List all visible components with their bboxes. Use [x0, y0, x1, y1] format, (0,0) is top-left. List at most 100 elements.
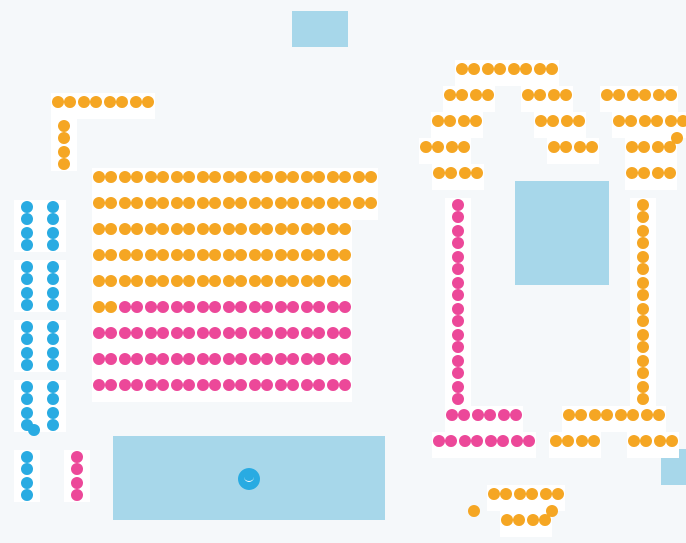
seat-dot[interactable] — [523, 435, 535, 447]
seat-dot[interactable] — [313, 275, 325, 287]
seat-dot[interactable] — [157, 301, 169, 313]
seat-dot[interactable] — [21, 239, 33, 251]
seat-dot[interactable] — [575, 409, 587, 421]
seat-dot[interactable] — [339, 327, 351, 339]
seat-dot[interactable] — [637, 315, 649, 327]
seat-dot[interactable] — [445, 167, 457, 179]
seat-dot[interactable] — [526, 488, 538, 500]
seat-dot[interactable] — [513, 514, 525, 526]
seat-dot[interactable] — [183, 275, 195, 287]
seat-dot[interactable] — [157, 249, 169, 261]
seat-dot[interactable] — [261, 275, 273, 287]
seat-dot[interactable] — [546, 505, 558, 517]
seat-dot[interactable] — [547, 115, 559, 127]
seat-dot[interactable] — [637, 263, 649, 275]
seat-dot[interactable] — [637, 289, 649, 301]
seat-dot[interactable] — [21, 213, 33, 225]
seat-dot[interactable] — [573, 115, 585, 127]
seat-dot[interactable] — [209, 379, 221, 391]
seat-dot[interactable] — [365, 197, 377, 209]
seat-dot[interactable] — [131, 171, 143, 183]
seat-dot[interactable] — [339, 171, 351, 183]
seat-dot[interactable] — [261, 379, 273, 391]
seat-dot[interactable] — [637, 237, 649, 249]
seat-dot[interactable] — [261, 171, 273, 183]
seat-dot[interactable] — [157, 197, 169, 209]
seat-dot[interactable] — [520, 63, 532, 75]
seat-dot[interactable] — [261, 249, 273, 261]
seat-dot[interactable] — [313, 379, 325, 391]
seat-dot[interactable] — [131, 353, 143, 365]
seat-dot[interactable] — [209, 223, 221, 235]
seat-dot[interactable] — [671, 132, 683, 144]
seat-dot[interactable] — [64, 96, 76, 108]
seat-dot[interactable] — [637, 341, 649, 353]
seat-dot[interactable] — [157, 327, 169, 339]
seat-dot[interactable] — [287, 249, 299, 261]
seat-dot[interactable] — [452, 211, 464, 223]
seat-dot[interactable] — [183, 379, 195, 391]
seat-dot[interactable] — [47, 393, 59, 405]
seat-dot[interactable] — [458, 409, 470, 421]
seat-dot[interactable] — [637, 367, 649, 379]
seat-dot[interactable] — [468, 63, 480, 75]
seat-dot[interactable] — [47, 359, 59, 371]
seat-dot[interactable] — [157, 171, 169, 183]
seat-dot[interactable] — [261, 223, 273, 235]
seat-dot[interactable] — [339, 275, 351, 287]
seat-dot[interactable] — [313, 249, 325, 261]
seat-dot[interactable] — [235, 249, 247, 261]
seat-dot[interactable] — [625, 115, 637, 127]
seat-dot[interactable] — [458, 141, 470, 153]
seat-dot[interactable] — [471, 435, 483, 447]
seat-dot[interactable] — [131, 223, 143, 235]
seat-dot[interactable] — [588, 435, 600, 447]
seat-dot[interactable] — [90, 96, 102, 108]
seat-dot[interactable] — [235, 171, 247, 183]
seat-dot[interactable] — [105, 249, 117, 261]
seat-dot[interactable] — [452, 237, 464, 249]
seat-dot[interactable] — [640, 435, 652, 447]
seat-dot[interactable] — [21, 463, 33, 475]
seat-dot[interactable] — [105, 275, 117, 287]
seat-dot[interactable] — [105, 327, 117, 339]
seat-dot[interactable] — [666, 435, 678, 447]
seat-dot[interactable] — [21, 273, 33, 285]
seat-dot[interactable] — [21, 489, 33, 501]
seat-dot[interactable] — [21, 299, 33, 311]
seat-dot[interactable] — [105, 301, 117, 313]
seat-dot[interactable] — [235, 379, 247, 391]
seat-dot[interactable] — [456, 89, 468, 101]
seat-dot[interactable] — [313, 223, 325, 235]
seat-dot[interactable] — [494, 63, 506, 75]
seat-dot[interactable] — [287, 301, 299, 313]
seat-dot[interactable] — [47, 273, 59, 285]
seat-dot[interactable] — [183, 171, 195, 183]
seat-dot[interactable] — [142, 96, 154, 108]
seat-dot[interactable] — [105, 223, 117, 235]
seat-dot[interactable] — [209, 275, 221, 287]
seat-dot[interactable] — [613, 89, 625, 101]
seat-dot[interactable] — [235, 301, 247, 313]
seat-dot[interactable] — [432, 141, 444, 153]
seat-dot[interactable] — [261, 353, 273, 365]
seat-dot[interactable] — [552, 488, 564, 500]
seat-dot[interactable] — [445, 435, 457, 447]
seat-dot[interactable] — [313, 353, 325, 365]
seat-dot[interactable] — [183, 353, 195, 365]
seat-dot[interactable] — [664, 167, 676, 179]
seat-dot[interactable] — [637, 393, 649, 405]
seat-dot[interactable] — [665, 89, 677, 101]
seat-dot[interactable] — [47, 239, 59, 251]
seat-dot[interactable] — [235, 327, 247, 339]
seat-dot[interactable] — [131, 301, 143, 313]
seat-dot[interactable] — [105, 171, 117, 183]
seat-dot[interactable] — [651, 115, 663, 127]
seat-dot[interactable] — [452, 263, 464, 275]
seat-dot[interactable] — [287, 327, 299, 339]
seat-dot[interactable] — [468, 505, 480, 517]
seat-dot[interactable] — [653, 409, 665, 421]
seat-dot[interactable] — [131, 197, 143, 209]
seat-dot[interactable] — [105, 197, 117, 209]
seat-dot[interactable] — [261, 197, 273, 209]
